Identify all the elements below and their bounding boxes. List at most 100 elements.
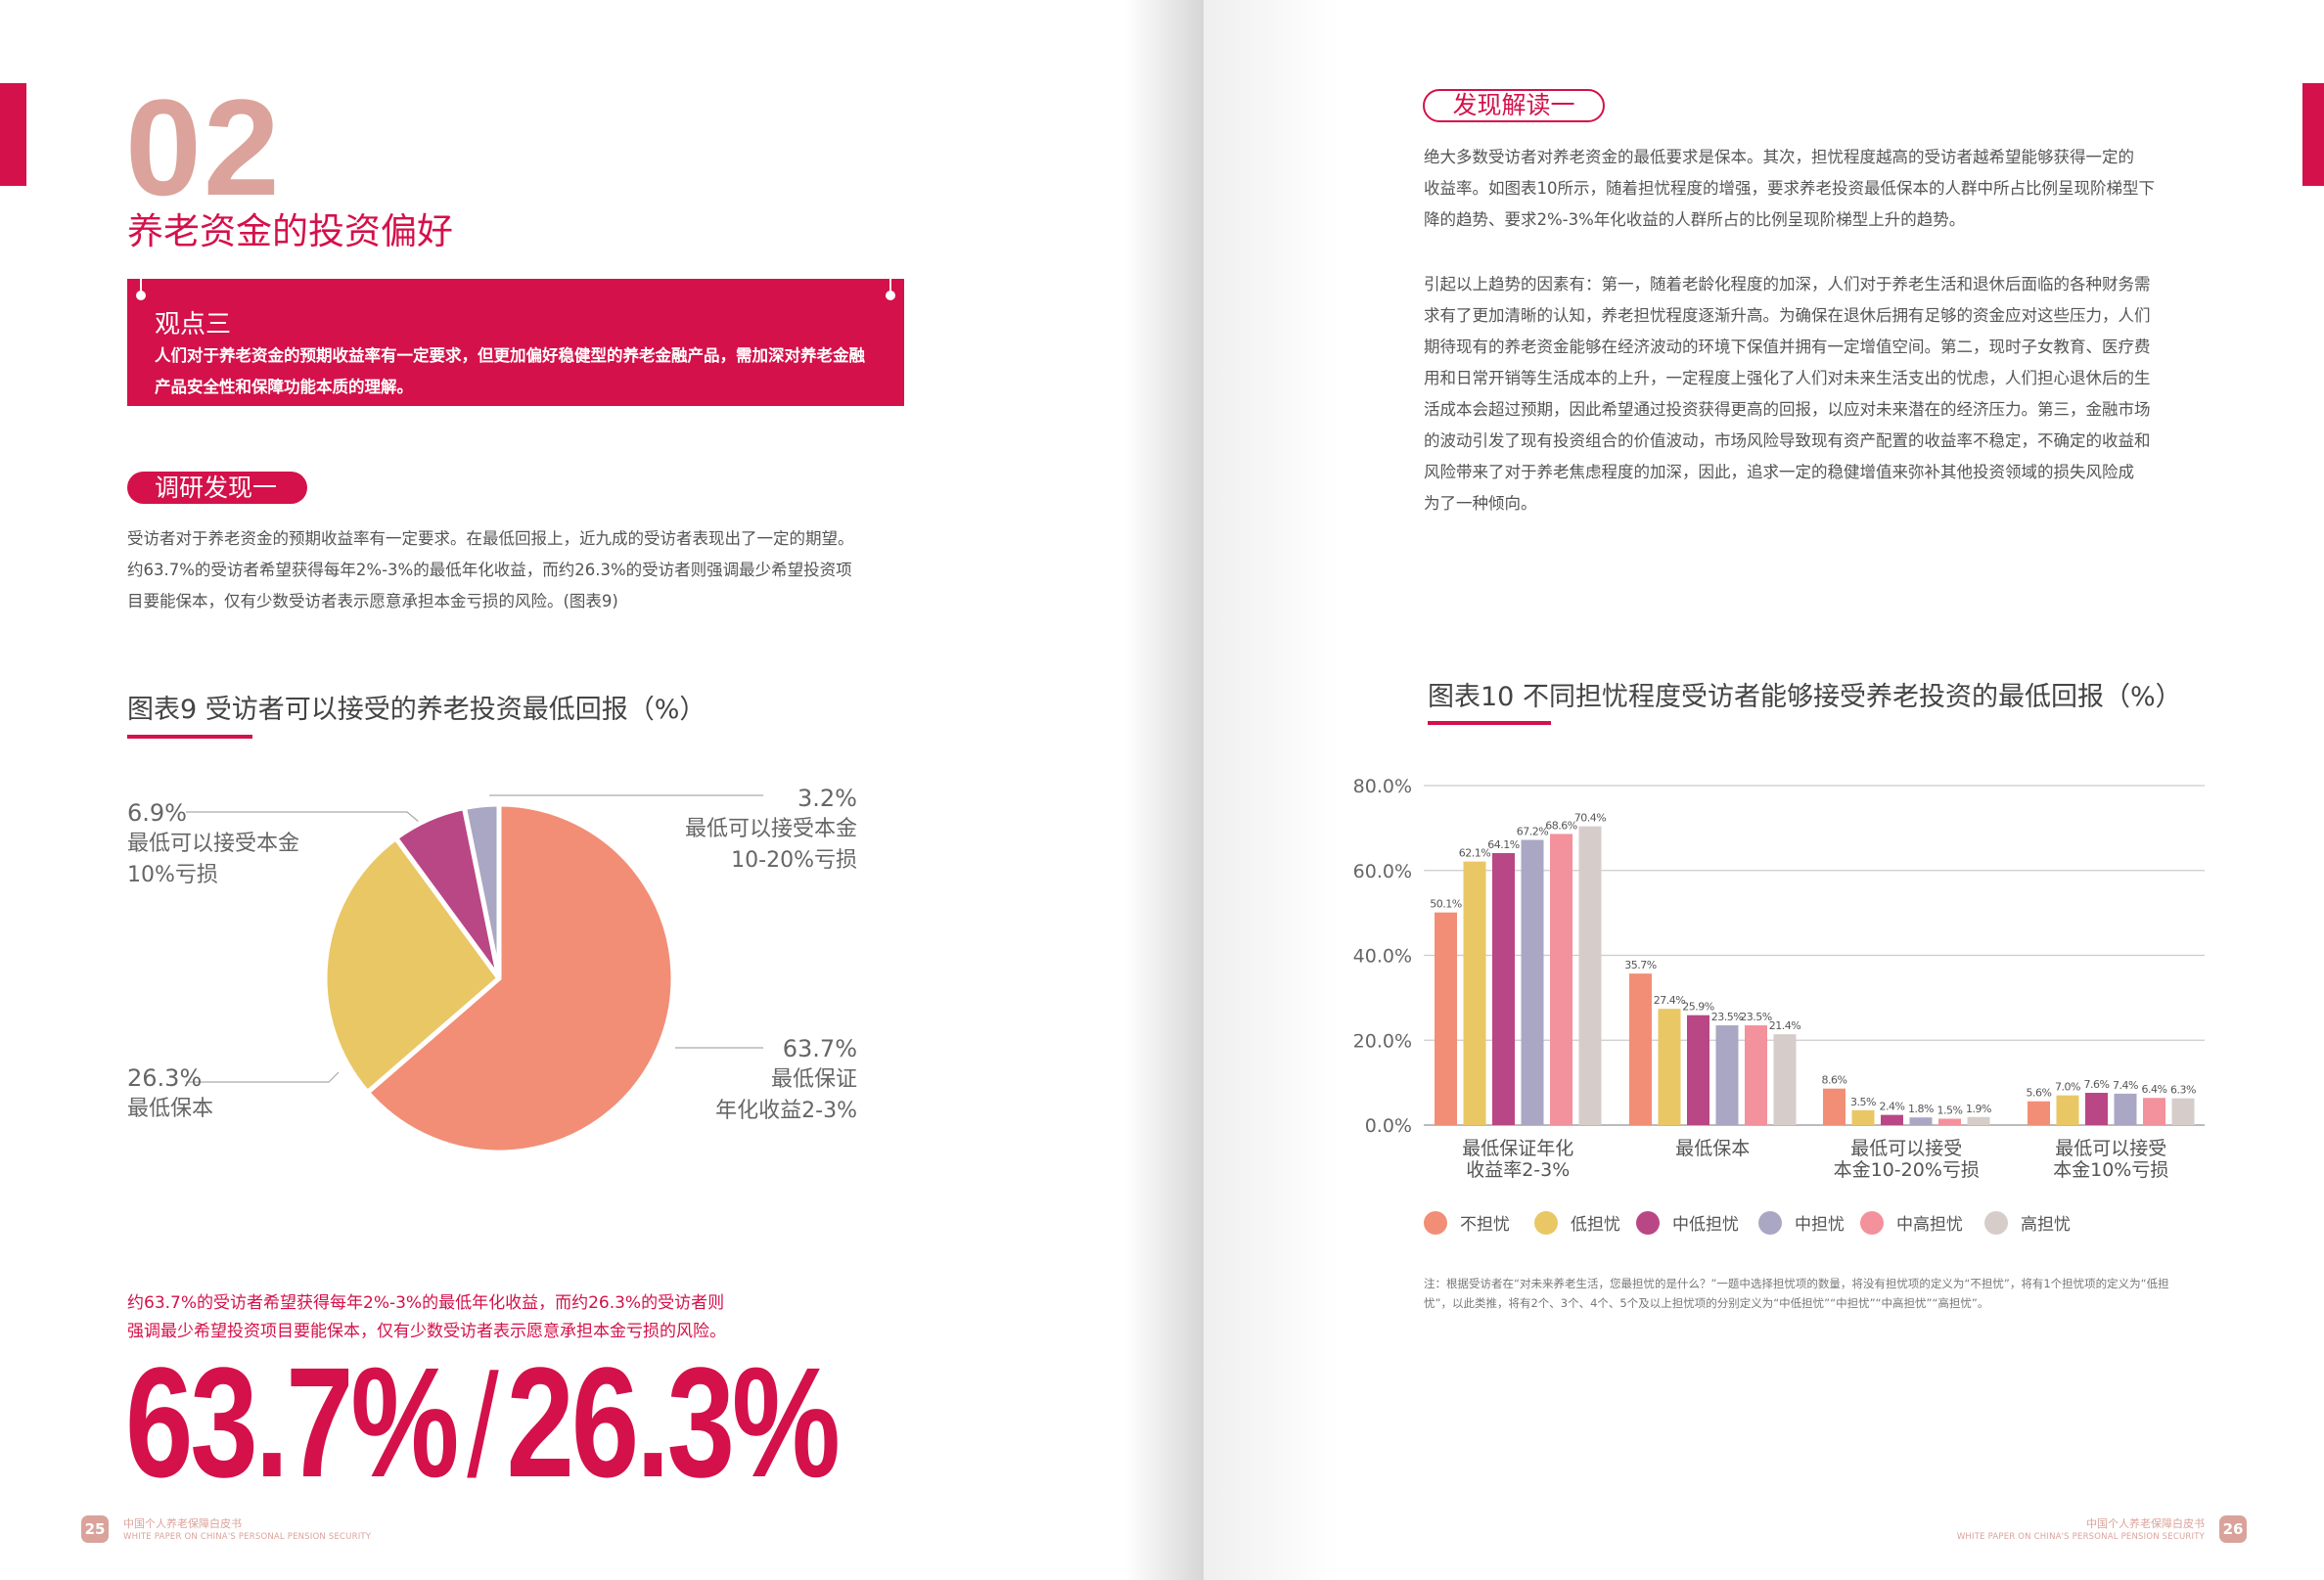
bar — [1658, 1009, 1681, 1125]
text-line: 目要能保本，仅有少数受访者表示愿意承担本金亏损的风险。(图表9) — [127, 592, 618, 610]
pie-label-26.3: 26.3% 最低保本 — [127, 1062, 213, 1125]
pie-value-label: 26.3% — [127, 1064, 203, 1092]
bar-value-label: 3.5% — [1850, 1096, 1876, 1108]
chart9-title: 图表9 受访者可以接受的养老投资最低回报（%） — [127, 695, 706, 725]
right-page-tab-marker — [2302, 83, 2324, 186]
legend-item: 低担忧 — [1534, 1210, 1620, 1235]
chart10-note: 注：根据受访者在“对未来养老生活，您最担忧的是什么？”一题中选择担忧项的数量，将… — [1424, 1274, 2207, 1313]
pie-leader-line — [186, 811, 420, 823]
pie-category-label: 最低保本 — [127, 1097, 214, 1121]
viewpoint-body: 人们对于养老资金的预期收益率有一定要求，但更加偏好稳健型的养老金融产品，需加深对… — [155, 346, 865, 396]
y-tick-label: 80.0% — [1353, 776, 1412, 797]
text-line: 的波动引发了现有投资组合的价值波动，市场风险导致现有资产配置的收益率不稳定，不确… — [1424, 431, 2151, 450]
bar-chart: 0.0% 20.0% 40.0% 60.0% 80.0% 50.1% 35.7% 8.6% 5.… — [1353, 776, 2205, 1181]
page-number: 25 — [81, 1515, 109, 1543]
legend-swatch-icon — [1860, 1210, 1884, 1235]
bar — [1629, 973, 1652, 1125]
bar — [1823, 1088, 1846, 1125]
pie-label-3.2: 3.2% 最低可以接受本金 10-20%亏损 — [564, 783, 857, 877]
x-category-label: 收益率2-3% — [1466, 1159, 1570, 1181]
page-number: 26 — [2219, 1515, 2247, 1543]
bar — [1578, 826, 1602, 1125]
x-category-label: 最低保本 — [1675, 1138, 1750, 1159]
bar-value-label: 50.1% — [1430, 898, 1461, 911]
x-category-label: 本金10%亏损 — [2053, 1159, 2168, 1181]
text-line: 引起以上趋势的因素有：第一，随着老龄化程度的加深，人们对于养老生活和退休后面临的… — [1424, 275, 2151, 293]
bar — [1909, 1117, 1933, 1125]
left-page-tab-marker — [0, 83, 26, 186]
bar — [1773, 1034, 1797, 1125]
bar-value-label: 35.7% — [1624, 959, 1656, 971]
legend-label: 不担忧 — [1460, 1215, 1510, 1235]
bar-value-label: 70.4% — [1574, 812, 1606, 825]
y-tick-label: 40.0% — [1353, 946, 1412, 968]
x-category-label: 最低保证年化 — [1462, 1138, 1573, 1159]
section-number: 02 — [125, 70, 282, 224]
interpretation-paragraph-2: 引起以上趋势的因素有：第一，随着老龄化程度的加深，人们对于养老生活和退休后面临的… — [1424, 269, 2207, 519]
bar — [1550, 834, 1572, 1125]
bar — [2171, 1098, 2195, 1125]
bar-value-label: 21.4% — [1769, 1019, 1800, 1032]
pie-category-label: 最低保证 — [770, 1067, 857, 1092]
bar — [1967, 1116, 1990, 1125]
bar-value-label: 68.6% — [1545, 819, 1576, 832]
right-page-background — [1204, 0, 2324, 1580]
finding-label: 调研发现一 — [127, 472, 307, 504]
bar-value-label: 67.2% — [1517, 826, 1548, 838]
bar-value-label: 1.9% — [1966, 1103, 1991, 1115]
legend-item: 中担忧 — [1758, 1210, 1845, 1235]
bar-value-label: 7.0% — [2055, 1081, 2080, 1094]
bar — [1521, 839, 1544, 1125]
bar-value-label: 23.5% — [1740, 1011, 1771, 1023]
text-line: 求有了更加清晰的认知，养老担忧程度逐渐升高。为确保在退休后拥有足够的资金应对这些… — [1424, 306, 2151, 325]
bar — [1851, 1109, 1875, 1125]
bar-value-label: 6.3% — [2170, 1084, 2196, 1097]
pin-icon — [886, 279, 895, 300]
y-tick-label: 60.0% — [1353, 861, 1412, 882]
legend-swatch-icon — [1984, 1210, 2008, 1235]
page-gutter — [1125, 0, 1204, 1580]
legend-label: 高担忧 — [2021, 1215, 2071, 1235]
legend-swatch-icon — [1424, 1210, 1447, 1235]
chart10-title: 图表10 不同担忧程度受访者能够接受养老投资的最低回报（%） — [1428, 682, 2182, 712]
text-line: 约63.7%的受访者希望获得每年2%-3%的最低年化收益，而约26.3%的受访者… — [127, 1293, 725, 1313]
chart9-title-underline — [127, 735, 252, 739]
pie-category-label: 10-20%亏损 — [731, 848, 857, 873]
pie-label-6.9: 6.9% 最低可以接受本金 10%亏损 — [127, 797, 299, 891]
bar — [1745, 1025, 1767, 1125]
text-line: 强调最少希望投资项目要能保本，仅有少数受访者表示愿意承担本金亏损的风险。 — [127, 1322, 726, 1341]
big-stat-separator: / — [467, 1343, 498, 1508]
text-line: 用和日常开销等生活成本的上升，一定程度上强化了人们对未来生活支出的忧虑，人们担心… — [1424, 369, 2151, 387]
pie-slice — [364, 801, 676, 1155]
bar — [1492, 852, 1515, 1125]
legend-label: 低担忧 — [1571, 1215, 1620, 1235]
legend-label: 中低担忧 — [1672, 1215, 1739, 1235]
bar-value-label: 1.5% — [1937, 1104, 1963, 1116]
bar-value-label: 62.1% — [1459, 847, 1490, 860]
bar-value-label: 7.6% — [2084, 1078, 2110, 1091]
x-category-label: 最低可以接受 — [2055, 1138, 2166, 1159]
interpretation-paragraph-1: 绝大多数受访者对养老资金的最低要求是保本。其次，担忧程度越高的受访者越希望能够获… — [1424, 142, 2207, 236]
bar-value-label: 1.8% — [1908, 1103, 1934, 1115]
pie-slice — [322, 835, 502, 1096]
legend-label: 中担忧 — [1795, 1215, 1845, 1235]
legend-item: 中低担忧 — [1636, 1210, 1739, 1235]
bar — [1715, 1025, 1739, 1125]
text-line: 降的趋势、要求2%-3%年化收益的人群所占的比例呈现阶梯型上升的趋势。 — [1424, 210, 1966, 229]
pie-label-63.7: 63.7% 最低保证 年化收益2-3% — [564, 1033, 857, 1127]
footer-title-en: WHITE PAPER ON CHINA'S PERSONAL PENSION … — [123, 1532, 372, 1542]
pie-value-label: 3.2% — [797, 785, 857, 812]
bar — [1463, 861, 1486, 1125]
text-line: 收益率。如图表10所示，随着担忧程度的增强，要求养老投资最低保本的人群中所占比例… — [1424, 179, 2155, 198]
chart10-title-underline — [1428, 721, 1551, 725]
text-line: 风险带来了对于养老焦虑程度的加深，因此，追求一定的稳健增值来弥补其他投资领域的损… — [1424, 463, 2134, 481]
footer-title-cn: 中国个人养老保障白皮书 — [123, 1517, 242, 1530]
pie-category-label: 最低可以接受本金 — [684, 817, 857, 841]
pie-category-label: 10%亏损 — [127, 863, 218, 887]
text-line: 忧”，以此类推，将有2个、3个、4个、5个及以上担忧项的分别定义为“中低担忧”“… — [1424, 1296, 1989, 1310]
legend-swatch-icon — [1636, 1210, 1660, 1235]
bar — [1881, 1114, 1903, 1125]
text-line: 约63.7%的受访者希望获得每年2%-3%的最低年化收益，而约26.3%的受访者… — [127, 561, 852, 579]
bar — [2114, 1093, 2137, 1125]
bar — [1938, 1118, 1961, 1125]
